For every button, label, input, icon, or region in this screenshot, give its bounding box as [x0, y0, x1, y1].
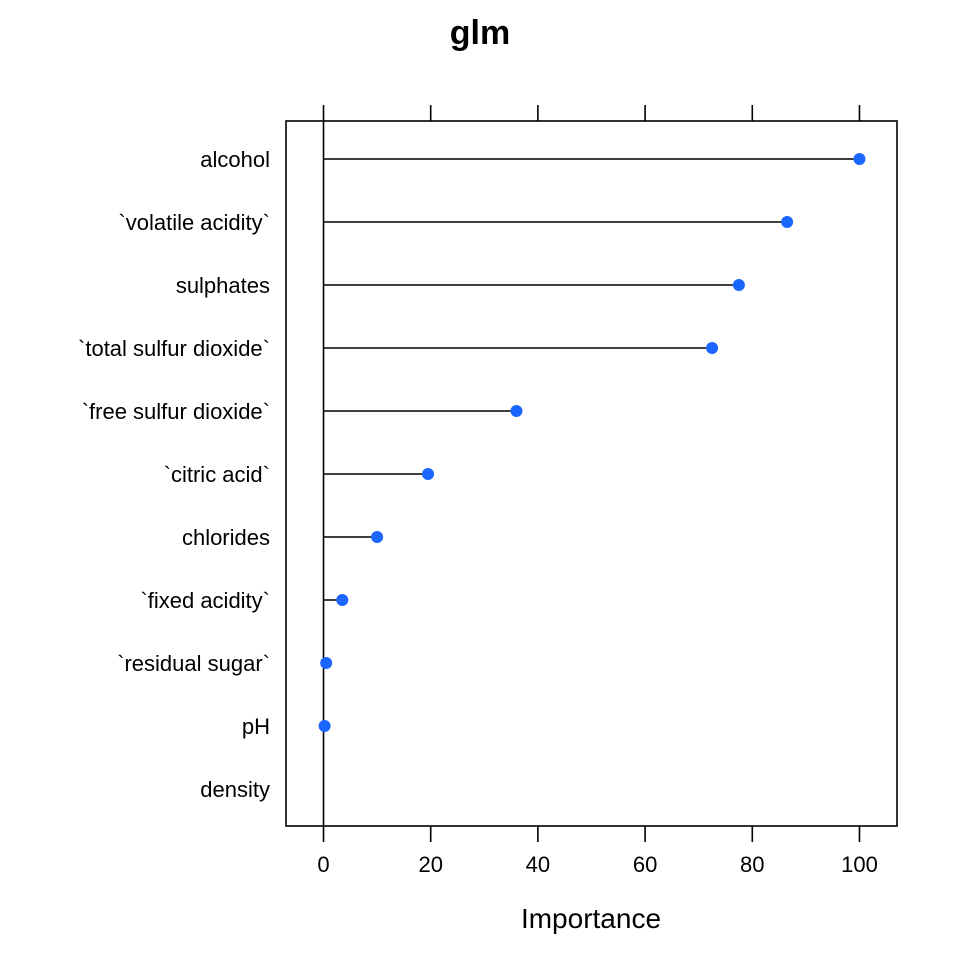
x-tick-label: 20	[418, 852, 442, 877]
variable-label: `citric acid`	[164, 462, 270, 487]
importance-point	[318, 720, 331, 732]
chart-title: glm	[450, 14, 510, 52]
importance-point	[510, 405, 523, 417]
variable-label: sulphates	[176, 273, 270, 298]
x-tick-label: 40	[526, 852, 550, 877]
bottom-axis-ticks	[322, 826, 861, 842]
importance-point	[371, 531, 384, 543]
top-axis-ticks	[322, 105, 861, 121]
variable-label: alcohol	[200, 147, 270, 172]
variable-label: `residual sugar`	[117, 651, 270, 676]
importance-point	[853, 153, 866, 165]
variable-labels: alcohol `volatile acidity` sulphates `total…	[78, 147, 270, 802]
importance-point	[422, 468, 435, 480]
variable-label: pH	[242, 714, 270, 739]
importance-point	[336, 594, 349, 606]
variable-label: `total sulfur dioxide`	[78, 336, 270, 361]
x-tick-label: 60	[633, 852, 657, 877]
variable-label: chlorides	[182, 525, 270, 550]
x-tick-label: 0	[317, 852, 329, 877]
variable-label: density	[200, 777, 270, 802]
importance-points	[318, 153, 866, 732]
plot-frame	[285, 120, 898, 827]
lollipop-stems	[323, 158, 860, 727]
variable-label: `free sulfur dioxide`	[82, 399, 270, 424]
x-tick-label: 80	[740, 852, 764, 877]
importance-point	[732, 279, 745, 291]
x-axis-tick-labels: 0 20 40 60 80 100	[317, 852, 877, 877]
importance-point	[781, 216, 794, 228]
x-tick-label: 100	[841, 852, 878, 877]
importance-point	[320, 657, 333, 669]
variable-label: `volatile acidity`	[118, 210, 270, 235]
importance-point	[706, 342, 719, 354]
x-axis-title: Importance	[521, 903, 661, 934]
variable-label: `fixed acidity`	[140, 588, 270, 613]
